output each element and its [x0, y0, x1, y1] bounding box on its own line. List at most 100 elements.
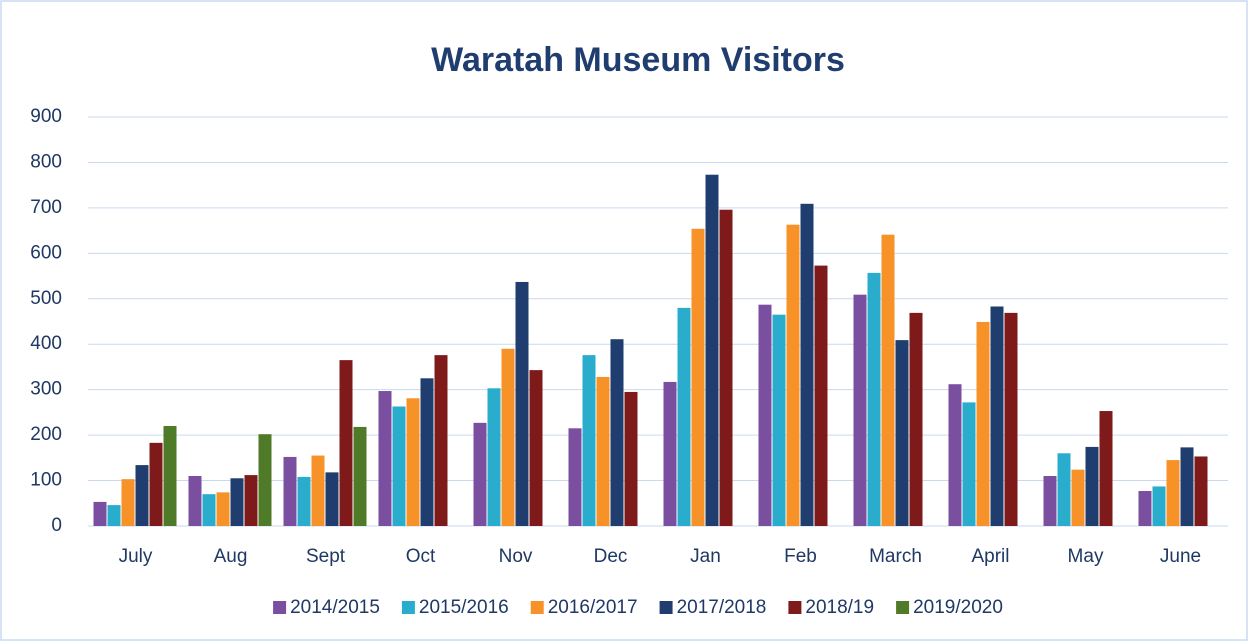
bar — [339, 360, 353, 526]
y-tick-label: 900 — [30, 106, 62, 127]
bar — [202, 494, 216, 526]
bar — [800, 203, 814, 526]
y-tick-label: 800 — [30, 151, 62, 172]
legend-swatch — [401, 601, 415, 614]
bar — [258, 434, 272, 526]
x-tick-label: March — [869, 546, 922, 567]
bar — [568, 428, 582, 526]
x-tick-label: Feb — [784, 546, 817, 567]
x-tick-label: Aug — [214, 546, 248, 567]
bar — [149, 442, 163, 526]
legend-swatch — [788, 601, 802, 614]
y-tick-label: 500 — [30, 288, 62, 309]
bar — [283, 456, 297, 526]
bar — [406, 398, 420, 526]
legend-label: 2019/2020 — [913, 597, 1003, 618]
bar — [624, 391, 638, 526]
bar — [909, 312, 923, 526]
y-tick-label: 200 — [30, 424, 62, 445]
bar — [297, 476, 311, 526]
chart-title: Waratah Museum Visitors — [431, 41, 845, 79]
bar — [962, 402, 976, 526]
legend-label: 2018/19 — [805, 597, 874, 618]
bar — [1180, 447, 1194, 526]
bar — [1004, 312, 1018, 526]
bar — [434, 355, 448, 526]
bar — [188, 476, 202, 526]
bar — [1099, 411, 1113, 526]
y-tick-label: 700 — [30, 197, 62, 218]
bar — [378, 391, 392, 526]
x-tick-label: Dec — [594, 546, 628, 567]
x-tick-label: Nov — [499, 546, 533, 567]
bar — [814, 265, 828, 526]
bar — [216, 492, 230, 526]
bar — [895, 340, 909, 526]
bar — [1194, 456, 1208, 526]
legend-swatch — [273, 601, 287, 614]
legend-label: 2014/2015 — [290, 597, 380, 618]
bar — [881, 234, 895, 526]
bar — [501, 348, 515, 526]
bar — [244, 475, 258, 526]
bar — [663, 381, 677, 526]
bar — [325, 472, 339, 526]
bar — [772, 314, 786, 526]
bar — [786, 224, 800, 526]
bar — [392, 406, 406, 526]
bar — [867, 272, 881, 526]
legend-label: 2016/2017 — [548, 597, 638, 618]
bar — [311, 455, 325, 526]
bar — [677, 307, 691, 526]
x-tick-label: May — [1068, 546, 1104, 567]
bar — [121, 479, 135, 526]
bar — [1085, 446, 1099, 526]
bar — [610, 339, 624, 526]
bar — [582, 355, 596, 526]
bar — [473, 422, 487, 526]
y-tick-label: 100 — [30, 470, 62, 491]
bar — [107, 505, 121, 526]
bar — [853, 294, 867, 526]
bar — [93, 501, 107, 526]
bar — [353, 426, 367, 526]
y-tick-label: 0 — [51, 515, 62, 536]
bar — [705, 174, 719, 526]
x-tick-label: July — [119, 546, 153, 567]
bar — [1138, 491, 1152, 526]
y-tick-label: 300 — [30, 379, 62, 400]
legend-swatch — [659, 601, 673, 614]
legend-label: 2015/2016 — [419, 597, 509, 618]
bar — [230, 478, 244, 526]
bar — [596, 376, 610, 526]
x-tick-label: Sept — [306, 546, 346, 567]
bar — [1166, 460, 1180, 526]
bar — [1071, 469, 1085, 526]
bar — [758, 304, 772, 526]
y-tick-label: 400 — [30, 333, 62, 354]
bar — [948, 384, 962, 526]
bar — [135, 465, 149, 526]
bar — [420, 378, 434, 526]
x-tick-label: April — [971, 546, 1009, 567]
bar — [719, 209, 733, 526]
bar — [515, 281, 529, 526]
x-tick-label: Oct — [406, 546, 436, 567]
legend-swatch — [896, 601, 910, 614]
x-tick-label: June — [1160, 546, 1201, 567]
x-tick-label: Jan — [690, 546, 721, 567]
y-tick-label: 600 — [30, 242, 62, 263]
bar — [487, 388, 501, 526]
bar — [529, 370, 543, 526]
bar — [163, 426, 177, 526]
bar — [691, 228, 705, 526]
bar — [990, 306, 1004, 526]
legend-label: 2017/2018 — [677, 597, 767, 618]
bar — [976, 321, 990, 526]
legend-swatch — [530, 601, 544, 614]
bar — [1152, 486, 1166, 526]
bar — [1057, 453, 1071, 526]
bar — [1043, 476, 1057, 526]
